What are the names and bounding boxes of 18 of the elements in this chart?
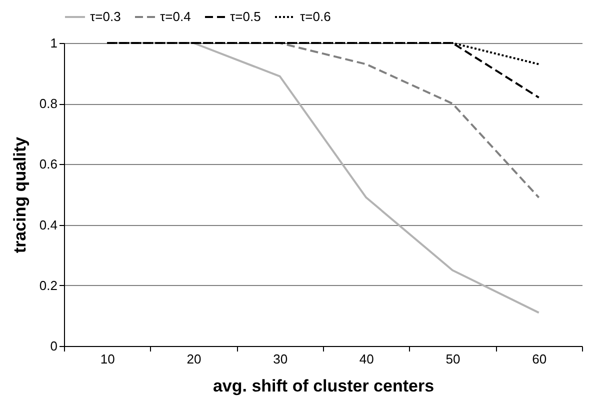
legend-label: τ=0.4 [160,9,191,24]
y-tick-label: 0.2 [39,278,58,293]
y-tick-label: 1 [50,36,58,50]
legend-label: τ=0.3 [90,9,121,24]
legend-label: τ=0.6 [300,9,331,24]
y-tick-label: 0.8 [39,96,58,112]
y-tick-label: 0.6 [39,156,58,172]
x-tick-label: 40 [359,352,374,366]
x-tick-label: 60 [532,352,547,366]
legend-label: τ=0.5 [230,9,261,24]
y-tick-label: 0 [50,338,58,354]
x-axis-title: avg. shift of cluster centers [212,376,434,396]
x-tick-label: 20 [186,352,202,366]
x-tick-label: 50 [446,352,460,366]
y-tick-label: 0.4 [39,217,58,232]
y-axis-title: tracing quality [10,136,30,254]
x-tick-label: 30 [273,352,288,366]
x-tick-label: 10 [100,352,115,366]
